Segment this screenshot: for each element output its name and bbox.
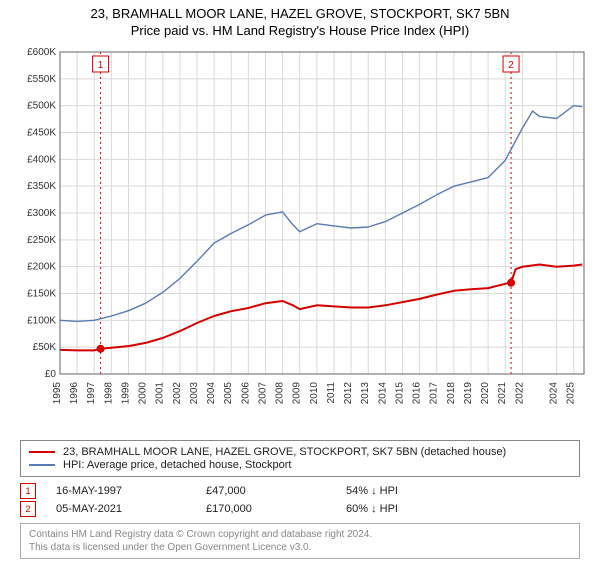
- sale-marker-date-1: 16-MAY-1997: [56, 485, 206, 497]
- title-line-2: Price paid vs. HM Land Registry's House …: [131, 23, 469, 38]
- svg-text:2006: 2006: [240, 381, 251, 404]
- legend-swatch-hpi: [29, 464, 55, 466]
- svg-text:£0: £0: [45, 369, 57, 380]
- title-line-1: 23, BRAMHALL MOOR LANE, HAZEL GROVE, STO…: [90, 6, 509, 21]
- svg-text:£200K: £200K: [27, 261, 56, 272]
- svg-text:£250K: £250K: [27, 235, 56, 246]
- footer-line-1: Contains HM Land Registry data © Crown c…: [29, 529, 372, 540]
- svg-text:2005: 2005: [223, 381, 234, 404]
- svg-text:1996: 1996: [69, 381, 80, 404]
- svg-text:2008: 2008: [275, 381, 286, 404]
- svg-text:2025: 2025: [566, 381, 577, 404]
- svg-text:£350K: £350K: [27, 181, 56, 192]
- svg-text:2010: 2010: [309, 381, 320, 404]
- svg-text:2001: 2001: [155, 381, 166, 404]
- sale-marker-badge-1: 1: [20, 483, 36, 499]
- legend-swatch-property: [29, 451, 55, 453]
- svg-text:£150K: £150K: [27, 288, 56, 299]
- svg-text:2000: 2000: [138, 381, 149, 404]
- svg-text:£550K: £550K: [27, 74, 56, 85]
- svg-text:£100K: £100K: [27, 315, 56, 326]
- svg-text:2011: 2011: [326, 381, 337, 403]
- svg-text:1999: 1999: [120, 381, 131, 404]
- footer-line-2: This data is licensed under the Open Gov…: [29, 542, 311, 553]
- svg-text:2020: 2020: [480, 381, 491, 404]
- svg-text:2004: 2004: [206, 381, 217, 404]
- svg-text:£500K: £500K: [27, 100, 56, 111]
- sale-marker-pct-1: 54% ↓ HPI: [346, 485, 476, 497]
- svg-text:2014: 2014: [377, 381, 388, 404]
- svg-text:2015: 2015: [394, 381, 405, 404]
- svg-text:£450K: £450K: [27, 127, 56, 138]
- svg-text:2017: 2017: [429, 381, 440, 404]
- svg-text:2003: 2003: [189, 381, 200, 404]
- legend-item-hpi: HPI: Average price, detached house, Stoc…: [29, 459, 571, 471]
- sale-marker-row-1: 1 16-MAY-1997 £47,000 54% ↓ HPI: [20, 483, 580, 499]
- legend-item-property: 23, BRAMHALL MOOR LANE, HAZEL GROVE, STO…: [29, 446, 571, 458]
- chart-title: 23, BRAMHALL MOOR LANE, HAZEL GROVE, STO…: [10, 6, 590, 40]
- svg-text:2: 2: [508, 60, 514, 71]
- legend-label-property: 23, BRAMHALL MOOR LANE, HAZEL GROVE, STO…: [63, 446, 506, 458]
- svg-text:£600K: £600K: [27, 47, 56, 58]
- legend-box: 23, BRAMHALL MOOR LANE, HAZEL GROVE, STO…: [20, 440, 580, 477]
- legend-label-hpi: HPI: Average price, detached house, Stoc…: [63, 459, 292, 471]
- svg-text:2002: 2002: [172, 381, 183, 404]
- sale-marker-idx-1: 1: [25, 486, 30, 496]
- svg-text:2013: 2013: [360, 381, 371, 404]
- sale-marker-pct-2: 60% ↓ HPI: [346, 503, 476, 515]
- attribution-footer: Contains HM Land Registry data © Crown c…: [20, 523, 580, 559]
- svg-text:1997: 1997: [86, 381, 97, 404]
- chart-plot: £0 £50K £100K £150K £200K £250K £300K £350K £400…: [10, 44, 590, 434]
- sale-marker-price-1: £47,000: [206, 485, 346, 497]
- svg-text:2019: 2019: [463, 381, 474, 404]
- sale-marker-table: 1 16-MAY-1997 £47,000 54% ↓ HPI 2 05-MAY…: [20, 483, 580, 517]
- svg-text:2009: 2009: [292, 381, 303, 404]
- svg-text:2022: 2022: [514, 381, 525, 404]
- svg-text:2024: 2024: [549, 381, 560, 404]
- svg-text:1: 1: [98, 60, 104, 71]
- svg-text:2021: 2021: [497, 381, 508, 404]
- chart-svg: £0 £50K £100K £150K £200K £250K £300K £350K £400…: [10, 44, 590, 434]
- chart-container: 23, BRAMHALL MOOR LANE, HAZEL GROVE, STO…: [0, 0, 600, 563]
- svg-text:1998: 1998: [103, 381, 114, 404]
- sale-marker-badge-2: 2: [20, 501, 36, 517]
- svg-text:2012: 2012: [343, 381, 354, 404]
- svg-text:1995: 1995: [52, 381, 63, 404]
- svg-text:£50K: £50K: [33, 342, 57, 353]
- svg-text:2007: 2007: [257, 381, 268, 404]
- sale-marker-price-2: £170,000: [206, 503, 346, 515]
- svg-text:2018: 2018: [446, 381, 457, 404]
- sale-marker-date-2: 05-MAY-2021: [56, 503, 206, 515]
- sale-marker-row-2: 2 05-MAY-2021 £170,000 60% ↓ HPI: [20, 501, 580, 517]
- svg-text:£400K: £400K: [27, 154, 56, 165]
- svg-text:2016: 2016: [412, 381, 423, 404]
- svg-text:£300K: £300K: [27, 208, 56, 219]
- sale-marker-idx-2: 2: [25, 504, 30, 514]
